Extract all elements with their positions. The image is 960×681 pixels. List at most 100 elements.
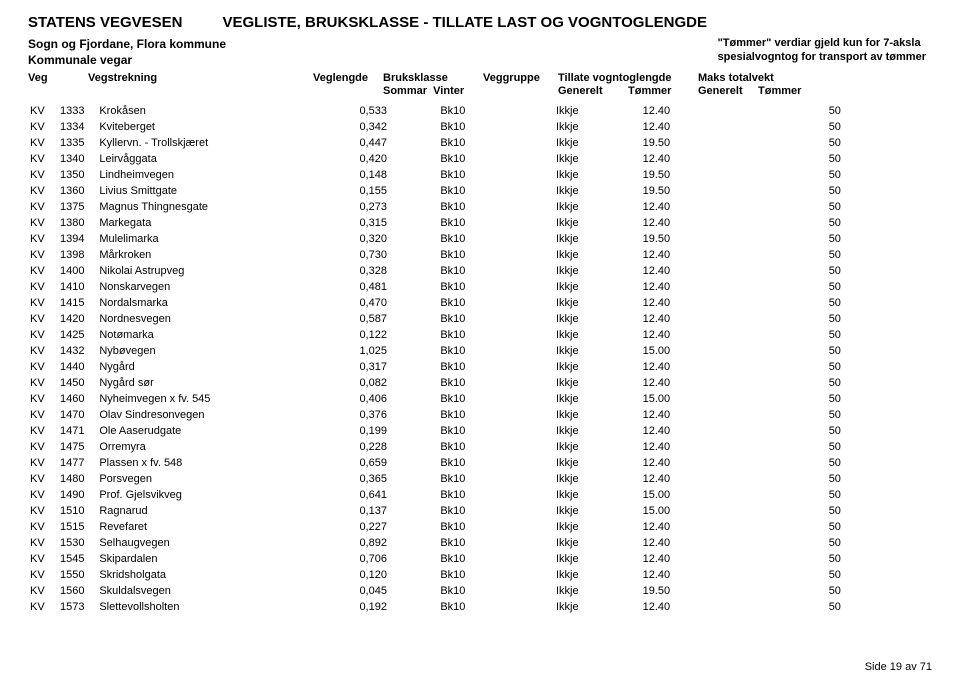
cell-name: Prof. Gjelsvikveg xyxy=(97,487,357,503)
cell-name: Slettevollsholten xyxy=(97,599,357,615)
cell-veggruppe: Ikkje xyxy=(554,199,641,215)
cell-tommer-vekt xyxy=(867,503,932,519)
cell-generelt-len: 12.40 xyxy=(641,407,733,423)
cell-tommer-len xyxy=(733,263,802,279)
cell-number: 1333 xyxy=(58,103,97,119)
cell-veggruppe: Ikkje xyxy=(554,215,641,231)
cell-name: Mårkroken xyxy=(97,247,357,263)
col-sommar: Sommar xyxy=(383,85,427,97)
cell-name: Skuldalsvegen xyxy=(97,583,357,599)
cell-name: Leirvåggata xyxy=(97,151,357,167)
cell-name: Ole Aaserudgate xyxy=(97,423,357,439)
cell-veggruppe: Ikkje xyxy=(554,327,641,343)
cell-name: Livius Smittgate xyxy=(97,183,357,199)
cell-veggruppe: Ikkje xyxy=(554,455,641,471)
cell-prefix: KV xyxy=(28,327,58,343)
cell-tommer-vekt xyxy=(867,151,932,167)
column-headers: Veg Vegstrekning Veglengde Bruksklasse S… xyxy=(28,72,932,102)
cell-prefix: KV xyxy=(28,359,58,375)
cell-length: 0,447 xyxy=(357,135,438,151)
cell-bruksklasse: Bk10 xyxy=(438,359,554,375)
cell-prefix: KV xyxy=(28,519,58,535)
cell-generelt-vekt: 50 xyxy=(802,391,867,407)
tommer-note: "Tømmer" verdiar gjeld kun for 7-aksla s… xyxy=(718,37,932,65)
cell-prefix: KV xyxy=(28,343,58,359)
cell-veggruppe: Ikkje xyxy=(554,391,641,407)
table-row: KV1400Nikolai Astrupveg0,328Bk10Ikkje12.… xyxy=(28,263,932,279)
region-line: Sogn og Fjordane, Flora kommune xyxy=(28,37,226,53)
cell-length: 0,273 xyxy=(357,199,438,215)
cell-name: Nybøvegen xyxy=(97,343,357,359)
cell-tommer-vekt xyxy=(867,215,932,231)
cell-prefix: KV xyxy=(28,247,58,263)
cell-generelt-len: 12.40 xyxy=(641,119,733,135)
cell-length: 0,481 xyxy=(357,279,438,295)
cell-name: Nyheimvegen x fv. 545 xyxy=(97,391,357,407)
cell-name: Orremyra xyxy=(97,439,357,455)
table-row: KV1335Kyllervn. - Trollskjæret0,447Bk10I… xyxy=(28,135,932,151)
cell-tommer-vekt xyxy=(867,247,932,263)
cell-bruksklasse: Bk10 xyxy=(438,535,554,551)
cell-number: 1477 xyxy=(58,455,97,471)
cell-tommer-len xyxy=(733,343,802,359)
cell-generelt-vekt: 50 xyxy=(802,215,867,231)
col-veglengde: Veglengde xyxy=(313,72,383,84)
table-row: KV1380Markegata0,315Bk10Ikkje12.4050 xyxy=(28,215,932,231)
cell-prefix: KV xyxy=(28,135,58,151)
cell-veggruppe: Ikkje xyxy=(554,567,641,583)
cell-prefix: KV xyxy=(28,375,58,391)
tommer-note-l1: "Tømmer" verdiar gjeld kun for 7-aksla xyxy=(718,37,926,51)
cell-name: Mulelimarka xyxy=(97,231,357,247)
cell-generelt-vekt: 50 xyxy=(802,231,867,247)
cell-tommer-len xyxy=(733,183,802,199)
cell-length: 0,470 xyxy=(357,295,438,311)
cell-veggruppe: Ikkje xyxy=(554,423,641,439)
cell-generelt-vekt: 50 xyxy=(802,359,867,375)
cell-prefix: KV xyxy=(28,535,58,551)
cell-number: 1432 xyxy=(58,343,97,359)
cell-name: Nonskarvegen xyxy=(97,279,357,295)
cell-prefix: KV xyxy=(28,439,58,455)
cell-length: 0,641 xyxy=(357,487,438,503)
cell-generelt-len: 12.40 xyxy=(641,423,733,439)
cell-generelt-vekt: 50 xyxy=(802,167,867,183)
cell-name: Lindheimvegen xyxy=(97,167,357,183)
cell-prefix: KV xyxy=(28,119,58,135)
cell-generelt-vekt: 50 xyxy=(802,199,867,215)
cell-length: 0,533 xyxy=(357,103,438,119)
table-row: KV1360Livius Smittgate0,155Bk10Ikkje19.5… xyxy=(28,183,932,199)
cell-prefix: KV xyxy=(28,263,58,279)
cell-tommer-len xyxy=(733,375,802,391)
cell-tommer-vekt xyxy=(867,231,932,247)
cell-veggruppe: Ikkje xyxy=(554,583,641,599)
cell-length: 0,420 xyxy=(357,151,438,167)
cell-tommer-len xyxy=(733,439,802,455)
table-row: KV1350Lindheimvegen0,148Bk10Ikkje19.5050 xyxy=(28,167,932,183)
cell-generelt-len: 12.40 xyxy=(641,551,733,567)
cell-prefix: KV xyxy=(28,487,58,503)
col-vegstrekning: Vegstrekning xyxy=(88,72,313,84)
cell-tommer-vekt xyxy=(867,535,932,551)
cell-tommer-len xyxy=(733,583,802,599)
cell-veggruppe: Ikkje xyxy=(554,167,641,183)
cell-tommer-len xyxy=(733,535,802,551)
table-row: KV1530Selhaugvegen0,892Bk10Ikkje12.4050 xyxy=(28,535,932,551)
cell-bruksklasse: Bk10 xyxy=(438,295,554,311)
cell-prefix: KV xyxy=(28,455,58,471)
cell-number: 1335 xyxy=(58,135,97,151)
table-row: KV1560Skuldalsvegen0,045Bk10Ikkje19.5050 xyxy=(28,583,932,599)
cell-bruksklasse: Bk10 xyxy=(438,391,554,407)
cell-tommer-len xyxy=(733,295,802,311)
cell-name: Nordalsmarka xyxy=(97,295,357,311)
cell-veggruppe: Ikkje xyxy=(554,119,641,135)
cell-tommer-len xyxy=(733,311,802,327)
cell-generelt-vekt: 50 xyxy=(802,599,867,615)
cell-number: 1470 xyxy=(58,407,97,423)
cell-generelt-len: 12.40 xyxy=(641,471,733,487)
cell-tommer-vekt xyxy=(867,583,932,599)
cell-number: 1490 xyxy=(58,487,97,503)
cell-veggruppe: Ikkje xyxy=(554,263,641,279)
cell-tommer-vekt xyxy=(867,471,932,487)
col-vinter: Vinter xyxy=(433,85,464,97)
cell-generelt-vekt: 50 xyxy=(802,471,867,487)
